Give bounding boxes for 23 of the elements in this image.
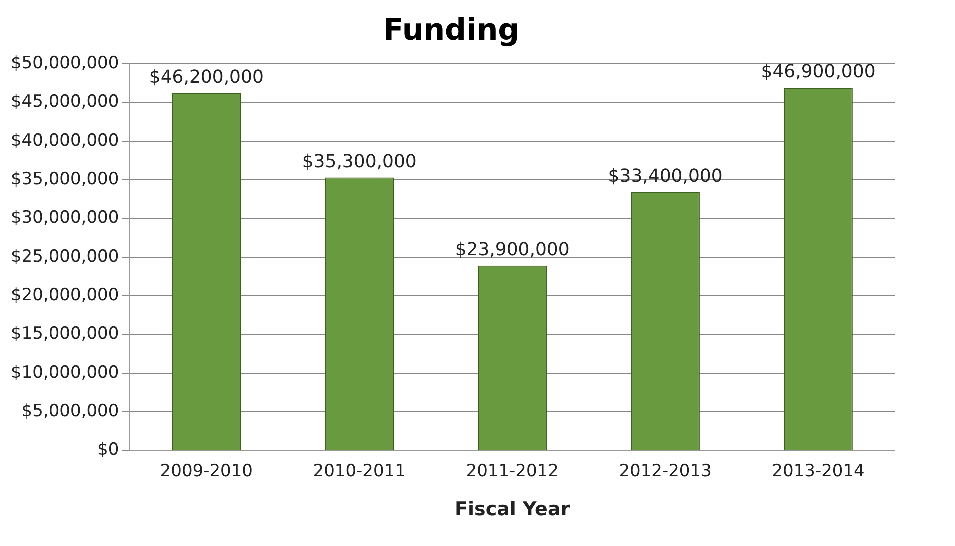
x-tick-label: 2011-2012 [466,461,559,482]
y-tick-label: $35,000,000 [10,169,120,190]
y-tick-label: $20,000,000 [10,286,120,306]
y-tick-label: $30,000,000 [10,208,120,228]
y-tick-label: $0 [98,440,120,460]
y-tick-label: $5,000,000 [22,402,120,422]
x-tick-label: 2009-2010 [160,461,253,482]
data-label: $23,900,000 [455,240,570,261]
x-tick-label: 2010-2011 [313,461,406,482]
data-label: $33,400,000 [608,166,723,188]
data-label: $35,300,000 [302,151,417,172]
y-tick-label: $10,000,000 [10,362,120,383]
data-label: $46,200,000 [149,67,264,88]
x-tick-label: 2013-2014 [772,461,865,482]
chart-title: Funding [383,12,520,48]
y-tick-label: $50,000,000 [10,53,120,74]
data-label: $46,900,000 [761,62,876,83]
x-axis-title: Fiscal Year [455,498,571,521]
y-tick-label: $15,000,000 [10,324,120,344]
y-tick-label: $25,000,000 [10,246,120,267]
y-tick-label: $40,000,000 [10,130,120,151]
x-tick-label: 2012-2013 [619,461,712,482]
y-tick-label: $45,000,000 [10,92,120,112]
